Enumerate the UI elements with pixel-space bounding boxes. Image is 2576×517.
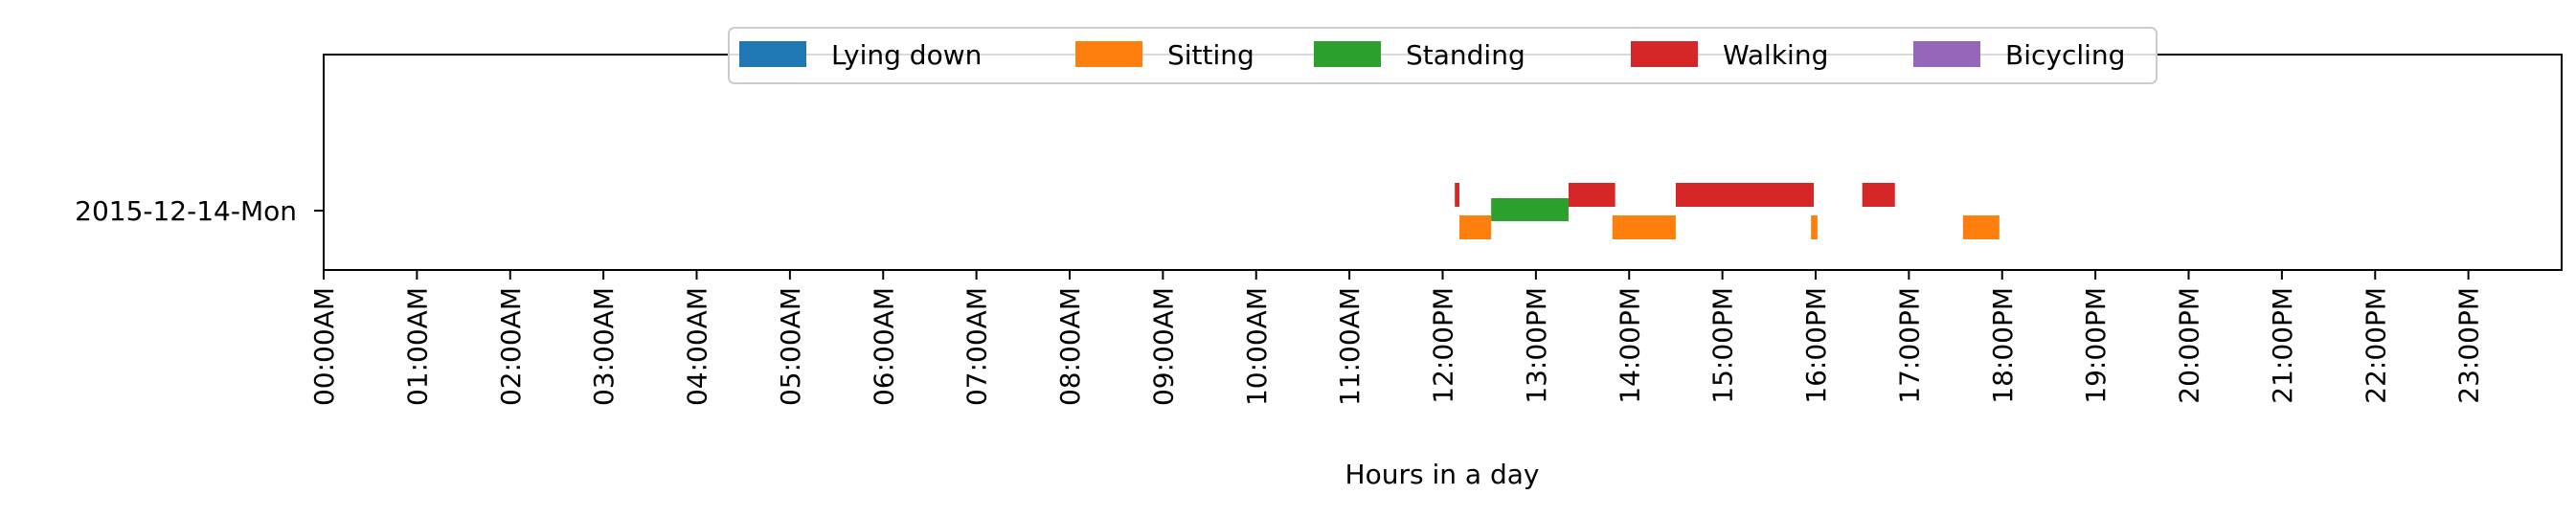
x-tick-label: 13:00PM <box>1521 287 1552 404</box>
bar-standing-0 <box>1491 198 1569 221</box>
plot-area <box>323 54 2563 271</box>
x-tick-label: 23:00PM <box>2453 287 2485 404</box>
bar-walking-2 <box>1675 183 1815 207</box>
x-tick-label: 15:00PM <box>1707 287 1739 404</box>
legend-swatch-bicycling <box>1913 41 1980 67</box>
bar-sitting-3 <box>1962 215 2000 239</box>
x-axis-label: Hours in a day <box>1345 459 1540 490</box>
x-tick-label: 14:00PM <box>1614 287 1645 404</box>
x-axis: 00:00AM 01:00AM 02:00AM 03:00AM 04:00AM 05:00… <box>308 270 2485 406</box>
legend-label-bicycling: Bicycling <box>2005 39 2125 71</box>
legend-label-lying-down: Lying down <box>831 39 982 71</box>
bar-walking-1 <box>1568 183 1616 207</box>
x-tick-label: 10:00AM <box>1241 287 1273 406</box>
x-tick-label: 22:00PM <box>2360 287 2391 404</box>
x-tick-label: 16:00PM <box>1800 287 1832 404</box>
x-tick-label: 04:00AM <box>682 287 713 406</box>
bar-sitting-2 <box>1811 215 1818 239</box>
bar-sitting-0 <box>1459 215 1492 239</box>
x-tick-label: 19:00PM <box>2080 287 2112 404</box>
x-tick-label: 08:00AM <box>1054 287 1086 406</box>
x-tick-label: 00:00AM <box>308 287 340 406</box>
x-tick-label: 06:00AM <box>868 287 899 406</box>
x-tick-label: 09:00AM <box>1147 287 1179 406</box>
x-tick-label: 11:00AM <box>1334 287 1366 406</box>
x-tick-label: 17:00PM <box>1893 287 1925 404</box>
x-tick-label: 05:00AM <box>775 287 806 406</box>
legend-swatch-sitting <box>1075 41 1142 67</box>
bar-sitting-1 <box>1612 215 1676 239</box>
legend-swatch-walking <box>1631 41 1698 67</box>
x-tick-label: 02:00AM <box>495 287 527 406</box>
x-tick-label: 07:00AM <box>961 287 993 406</box>
legend-label-sitting: Sitting <box>1167 39 1254 71</box>
bar-walking-3 <box>1862 183 1895 207</box>
x-tick-label: 20:00PM <box>2174 287 2205 404</box>
y-tick-label: 2015-12-14-Mon <box>75 195 297 227</box>
legend-label-walking: Walking <box>1723 39 1828 71</box>
x-tick-label: 18:00PM <box>1987 287 2019 404</box>
y-axis: 2015-12-14-Mon <box>75 195 324 227</box>
legend-label-standing: Standing <box>1406 39 1525 71</box>
legend-swatch-standing <box>1314 41 1381 67</box>
activity-bars <box>1455 183 2000 239</box>
legend-swatch-lying-down <box>739 41 806 67</box>
legend: Lying down Sitting Standing Walking Bicyclin… <box>728 27 2158 84</box>
bar-walking-0 <box>1455 183 1460 207</box>
x-tick-label: 01:00AM <box>401 287 433 406</box>
x-tick-label: 21:00PM <box>2267 287 2298 404</box>
x-tick-label: 03:00AM <box>588 287 620 406</box>
x-tick-label: 12:00PM <box>1428 287 1459 404</box>
